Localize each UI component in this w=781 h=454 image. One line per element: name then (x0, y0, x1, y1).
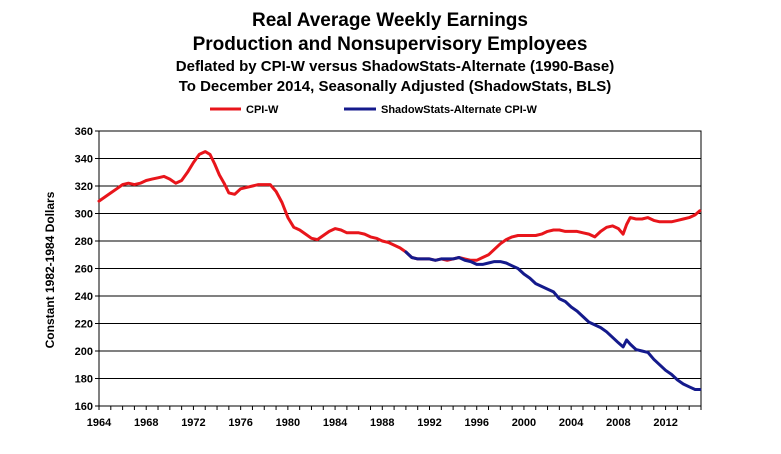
x-tick-label: 1992 (417, 417, 441, 429)
y-tick-label: 220 (75, 319, 93, 331)
chart-title-line-2: Production and Nonsupervisory Employees (193, 34, 588, 55)
legend: CPI-W ShadowStats-Alternate CPI-W (210, 104, 537, 116)
y-tick-label: 180 (75, 374, 93, 386)
y-axis-label: Constant 1982-1984 Dollars (43, 191, 57, 348)
x-axis-ticks: 1964 1968 1972 1976 1980 1984 1988 1992 1996 2000… (87, 406, 702, 429)
y-tick-label: 160 (75, 401, 93, 413)
x-tick-label: 2012 (653, 417, 677, 429)
x-tick-label: 1964 (87, 417, 112, 429)
x-tick-label: 1968 (134, 417, 158, 429)
y-tick-label: 240 (75, 291, 93, 303)
legend-label-shadowstats: ShadowStats-Alternate CPI-W (381, 104, 537, 116)
y-tick-label: 320 (75, 181, 93, 193)
x-tick-label: 2000 (512, 417, 536, 429)
data-series (97, 150, 702, 391)
series-line-cpi-w (97, 150, 702, 262)
x-tick-label: 1988 (370, 417, 394, 429)
x-tick-label: 1976 (228, 417, 252, 429)
y-tick-label: 260 (75, 264, 93, 276)
legend-label-cpi-w: CPI-W (246, 104, 279, 116)
y-tick-label: 300 (75, 209, 93, 221)
gridlines (99, 130, 701, 407)
x-tick-label: 1980 (276, 417, 300, 429)
x-tick-label: 2004 (559, 417, 584, 429)
x-tick-label: 1984 (323, 417, 348, 429)
y-tick-label: 280 (75, 236, 93, 248)
chart-subtitle-line-2: To December 2014, Seasonally Adjusted (S… (179, 78, 612, 95)
y-tick-label: 340 (75, 154, 93, 166)
chart-subtitle-line-1: Deflated by CPI-W versus ShadowStats-Alt… (176, 58, 614, 75)
y-tick-label: 360 (75, 126, 93, 138)
x-tick-label: 1972 (181, 417, 205, 429)
series-line-shadowstats (404, 250, 702, 391)
y-axis-ticks: 160 180 200 220 240 260 280 300 320 340 360 (75, 126, 99, 413)
y-tick-label: 200 (75, 346, 93, 358)
x-tick-label: 1996 (464, 417, 488, 429)
x-tick-label: 2008 (606, 417, 630, 429)
chart-title-line-1: Real Average Weekly Earnings (252, 10, 528, 31)
